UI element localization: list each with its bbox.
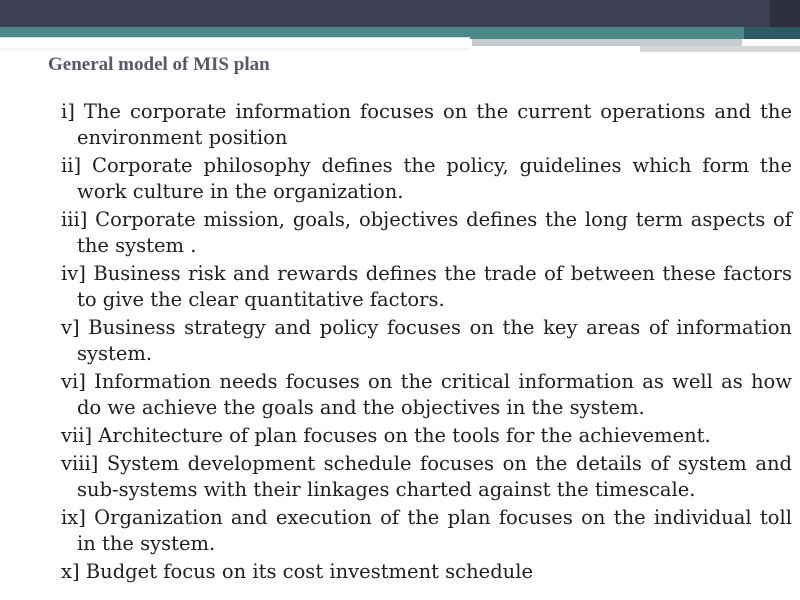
teal-band-accent xyxy=(744,27,800,39)
list-item: ix] Organization and execution of the pl… xyxy=(61,505,792,557)
decorative-strip xyxy=(472,39,742,46)
title-tab xyxy=(0,37,470,48)
list-item: iii] Corporate mission, goals, objective… xyxy=(61,207,792,259)
list-item: ii] Corporate philosophy defines the pol… xyxy=(61,153,792,205)
decorative-strip-lower xyxy=(640,46,800,52)
header-bar xyxy=(0,0,800,27)
list-item: v] Business strategy and policy focuses … xyxy=(61,315,792,367)
list-item: x] Budget focus on its cost investment s… xyxy=(61,559,792,585)
list-item: vii] Architecture of plan focuses on the… xyxy=(61,423,792,449)
list-item: iv] Business risk and rewards defines th… xyxy=(61,261,792,313)
list-item: i] The corporate information focuses on … xyxy=(61,99,792,151)
header-accent xyxy=(770,0,800,27)
list-item: viii] System development schedule focuse… xyxy=(61,451,792,503)
list-item: vi] Information needs focuses on the cri… xyxy=(61,369,792,421)
content-list: i] The corporate information focuses on … xyxy=(61,99,792,587)
slide-title: General model of MIS plan xyxy=(48,54,270,76)
